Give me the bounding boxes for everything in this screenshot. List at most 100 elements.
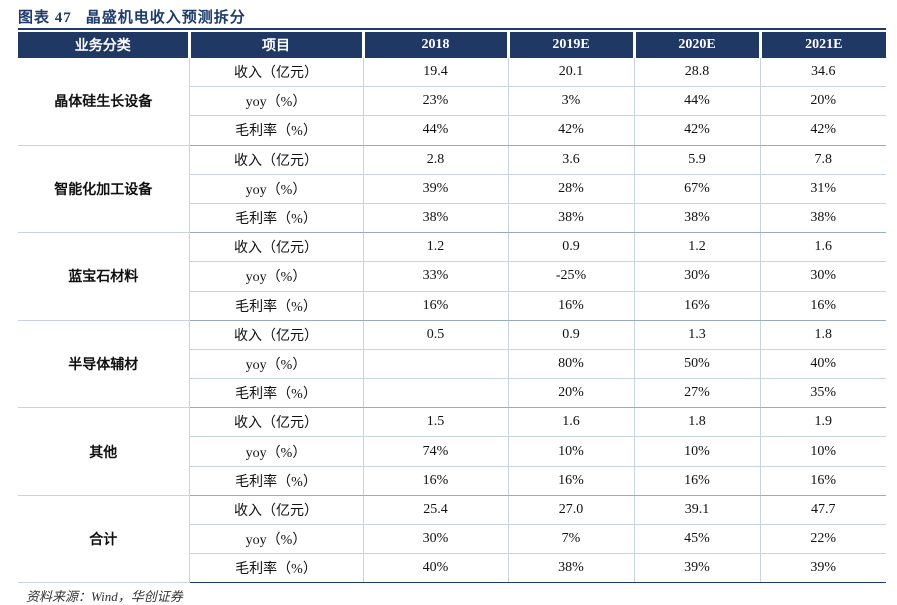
table-row: 蓝宝石材料 收入（亿元） 1.2 0.9 1.2 1.6 — [18, 232, 886, 321]
category-cell: 其他 — [18, 407, 190, 496]
item-cell: 收入（亿元） — [189, 407, 364, 438]
value-cell: 5.9 — [634, 145, 761, 175]
value-cell: 1.6 — [760, 232, 886, 263]
table-row: 合计 收入（亿元） 25.4 27.0 39.1 47.7 — [18, 495, 886, 584]
value-cell: 16% — [634, 466, 761, 496]
value-cell: 33% — [363, 261, 509, 292]
value-cell: 16% — [760, 291, 886, 321]
value-cell: 7.8 — [760, 145, 886, 175]
revenue-forecast-table: 业务分类 项目 2018 2019E 2020E 2021E 晶体硅生长设备 收入… — [18, 32, 886, 584]
figure-number: 图表 47 — [18, 10, 72, 26]
value-cell: 10% — [508, 436, 635, 467]
value-cell: 7% — [508, 524, 635, 555]
item-cell: 毛利率（%） — [189, 466, 364, 496]
value-cell: 42% — [634, 115, 761, 146]
item-cell: yoy（%） — [189, 349, 364, 380]
header-2019e: 2019E — [508, 32, 636, 58]
category-cell: 合计 — [18, 495, 190, 584]
figure-caption: 晶盛机电收入预测拆分 — [85, 10, 246, 26]
item-cell: 收入（亿元） — [189, 58, 364, 88]
value-cell: 10% — [760, 436, 886, 467]
value-cell: 39% — [760, 553, 886, 584]
value-cell: 1.8 — [634, 407, 761, 438]
value-cell: 3% — [508, 86, 635, 117]
value-cell: 22% — [760, 524, 886, 555]
item-cell: 毛利率（%） — [189, 291, 364, 321]
value-cell: 0.9 — [508, 232, 635, 263]
category-cell: 半导体辅材 — [18, 320, 190, 409]
value-cell: 34.6 — [760, 58, 886, 88]
table-row: 毛利率（%） 20% 27% 35% — [18, 378, 886, 409]
value-cell: 42% — [760, 115, 886, 146]
table-row: 毛利率（%） 38% 38% 38% 38% — [18, 203, 886, 234]
value-cell: 74% — [363, 436, 509, 467]
header-category: 业务分类 — [18, 32, 191, 58]
figure-title: 图表 47 晶盛机电收入预测拆分 — [18, 6, 246, 27]
value-cell: 16% — [508, 291, 635, 321]
value-cell: 50% — [634, 349, 761, 380]
value-cell: 1.6 — [508, 407, 635, 438]
value-cell — [363, 378, 509, 409]
header-item: 项目 — [189, 32, 365, 58]
value-cell: 16% — [634, 291, 761, 321]
value-cell: 47.7 — [760, 495, 886, 526]
value-cell — [363, 349, 509, 380]
table-row: 毛利率（%） 16% 16% 16% 16% — [18, 291, 886, 321]
value-cell: 1.2 — [363, 232, 509, 263]
value-cell: 0.5 — [363, 320, 509, 350]
table-header-row: 业务分类 项目 2018 2019E 2020E 2021E — [18, 32, 886, 58]
value-cell: 28.8 — [634, 58, 761, 88]
value-cell: 40% — [363, 553, 509, 584]
item-cell: 收入（亿元） — [189, 320, 364, 350]
table-row: 毛利率（%） 44% 42% 42% 42% — [18, 115, 886, 146]
item-cell: yoy（%） — [189, 174, 364, 204]
item-cell: 毛利率（%） — [189, 203, 364, 234]
value-cell: 2.8 — [363, 145, 509, 175]
value-cell: 80% — [508, 349, 635, 380]
value-cell: 16% — [363, 291, 509, 321]
table-row: 半导体辅材 收入（亿元） 0.5 0.9 1.3 1.8 — [18, 320, 886, 409]
value-cell: 10% — [634, 436, 761, 467]
value-cell: 30% — [363, 524, 509, 555]
item-cell: yoy（%） — [189, 261, 364, 292]
category-cell: 智能化加工设备 — [18, 145, 190, 234]
value-cell: 20% — [508, 378, 635, 409]
value-cell: 38% — [634, 203, 761, 234]
value-cell: 38% — [760, 203, 886, 234]
table-row: yoy（%） 33% -25% 30% 30% — [18, 261, 886, 292]
value-cell: 27% — [634, 378, 761, 409]
value-cell: 42% — [508, 115, 635, 146]
category-cell: 蓝宝石材料 — [18, 232, 190, 321]
value-cell: 25.4 — [363, 495, 509, 526]
table-row: yoy（%） 30% 7% 45% 22% — [18, 524, 886, 555]
value-cell: 16% — [363, 466, 509, 496]
item-cell: yoy（%） — [189, 436, 364, 467]
item-cell: yoy（%） — [189, 524, 364, 555]
value-cell: 67% — [634, 174, 761, 204]
table-row: 智能化加工设备 收入（亿元） 2.8 3.6 5.9 7.8 — [18, 145, 886, 234]
value-cell: 38% — [508, 553, 635, 584]
value-cell: 38% — [508, 203, 635, 234]
value-cell: 16% — [760, 466, 886, 496]
item-cell: 毛利率（%） — [189, 553, 364, 584]
value-cell: 44% — [634, 86, 761, 117]
value-cell: 20% — [760, 86, 886, 117]
header-2021e: 2021E — [760, 32, 886, 58]
value-cell: 0.9 — [508, 320, 635, 350]
value-cell: 39% — [634, 553, 761, 584]
value-cell: 44% — [363, 115, 509, 146]
header-2018: 2018 — [363, 32, 510, 58]
value-cell: -25% — [508, 261, 635, 292]
table-body: 晶体硅生长设备 收入（亿元） 19.4 20.1 28.8 34.6 yoy（%） 23% 3%… — [18, 58, 886, 584]
value-cell: 16% — [508, 466, 635, 496]
value-cell: 45% — [634, 524, 761, 555]
table-row: yoy（%） 74% 10% 10% 10% — [18, 436, 886, 467]
value-cell: 39.1 — [634, 495, 761, 526]
header-2020e: 2020E — [634, 32, 762, 58]
item-cell: yoy（%） — [189, 86, 364, 117]
value-cell: 20.1 — [508, 58, 635, 88]
value-cell: 40% — [760, 349, 886, 380]
value-cell: 1.9 — [760, 407, 886, 438]
item-cell: 毛利率（%） — [189, 115, 364, 146]
item-cell: 收入（亿元） — [189, 145, 364, 175]
